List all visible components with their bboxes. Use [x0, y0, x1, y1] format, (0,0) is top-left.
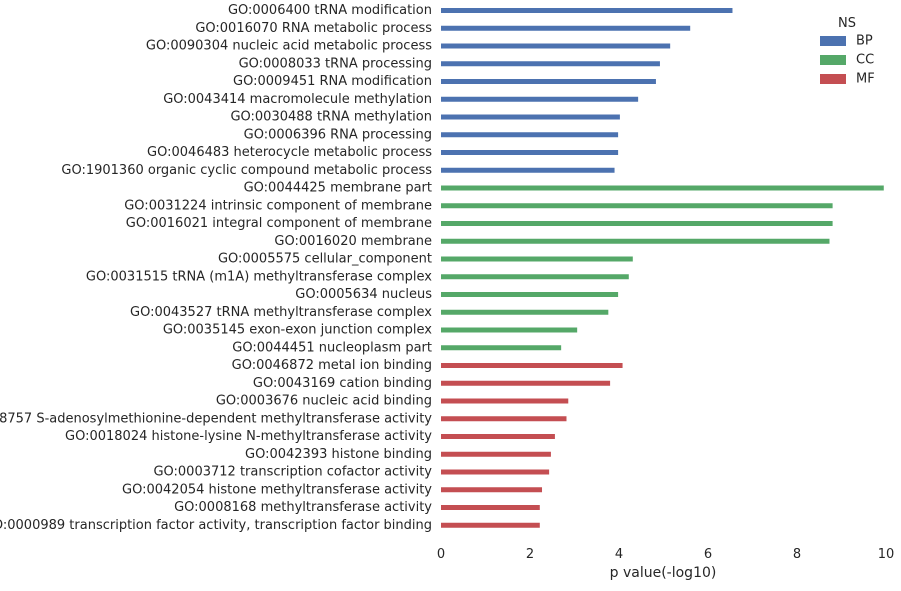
category-label: GO:0043169 cation binding [253, 376, 432, 391]
category-label: GO:0043414 macromolecule methylation [163, 92, 432, 107]
category-label: GO:0044451 nucleoplasm part [232, 340, 432, 355]
category-label: GO:0008033 tRNA processing [239, 56, 432, 71]
category-label: GO:0003712 transcription cofactor activi… [153, 465, 432, 480]
bar [441, 380, 611, 386]
bar [441, 185, 884, 191]
bar [441, 505, 540, 510]
x-tick-label: 10 [878, 547, 895, 562]
bars-layer [441, 8, 884, 528]
legend-label: CC [856, 53, 874, 68]
category-labels: GO:0006400 tRNA modification GO:0016070 R… [0, 3, 432, 533]
category-label: GO:0005575 cellular_component [218, 252, 432, 267]
x-tick-label: 0 [437, 547, 445, 562]
bar [441, 203, 833, 209]
category-label: GO:0030488 tRNA methylation [230, 110, 432, 125]
x-tick-label: 2 [526, 547, 534, 562]
bar [441, 96, 639, 102]
bar [441, 43, 671, 49]
x-tick-label: 6 [704, 547, 712, 562]
bar [441, 25, 691, 31]
category-label: GO:0005634 nucleus [295, 287, 432, 302]
category-label: GO:0008757 S-adenosylmethionine-dependen… [0, 411, 432, 426]
category-label: GO:0016070 RNA metabolic process [195, 21, 432, 36]
bar [441, 292, 619, 297]
legend-swatch [820, 55, 846, 65]
bar [441, 8, 733, 13]
bar [441, 451, 551, 457]
category-label: GO:0046872 metal ion binding [232, 358, 432, 373]
bar [441, 167, 615, 173]
category-label: GO:0031224 intrinsic component of membra… [124, 198, 432, 213]
category-label: GO:0008168 methyltransferase activity [174, 500, 432, 515]
category-label: GO:0000989 transcription factor activity… [0, 518, 432, 533]
bar [441, 221, 833, 226]
legend-title: NS [838, 16, 856, 31]
bar [441, 256, 633, 262]
bar [441, 345, 562, 351]
category-label: GO:1901360 organic cyclic compound metab… [61, 163, 432, 178]
bar [441, 132, 619, 138]
category-label: GO:0016020 membrane [274, 234, 432, 249]
bar [441, 522, 540, 528]
bar [441, 309, 609, 315]
category-label: GO:0046483 heterocycle metabolic process [147, 145, 432, 160]
bar [441, 416, 567, 422]
x-axis-ticks: 0 2 4 6 8 10 [437, 547, 894, 562]
bar [441, 79, 656, 84]
category-label: GO:0006400 tRNA modification [228, 3, 432, 18]
bar [441, 150, 619, 155]
category-label: GO:0042393 histone binding [245, 447, 432, 462]
bar [441, 487, 543, 493]
category-label: GO:0009451 RNA modification [233, 74, 432, 89]
bar [441, 469, 550, 475]
legend-label: MF [856, 72, 875, 87]
category-label: GO:0016021 integral component of membran… [126, 216, 432, 231]
bar [441, 434, 555, 439]
x-axis-label: p value(-log10) [610, 565, 717, 581]
bar [441, 274, 629, 280]
category-label: GO:0031515 tRNA (m1A) methyltransferase … [86, 269, 432, 284]
bar [441, 114, 620, 120]
legend-label: BP [856, 34, 873, 49]
category-label: GO:0090304 nucleic acid metabolic proces… [146, 39, 432, 54]
bar [441, 61, 660, 67]
legend-swatch [820, 36, 846, 46]
bar [441, 363, 623, 368]
legend: NS BP CC MF [820, 16, 875, 87]
category-label: GO:0043527 tRNA methyltransferase comple… [130, 305, 432, 320]
category-label: GO:0018024 histone-lysine N-methyltransf… [65, 429, 432, 444]
category-label: GO:0035145 exon-exon junction complex [163, 323, 432, 338]
category-label: GO:0044425 membrane part [244, 181, 432, 196]
bar [441, 327, 578, 333]
bar [441, 398, 569, 404]
legend-swatch [820, 74, 846, 84]
category-label: GO:0042054 histone methyltransferase act… [122, 482, 432, 497]
category-label: GO:0006396 RNA processing [244, 127, 432, 142]
category-label: GO:0003676 nucleic acid binding [216, 394, 432, 409]
x-tick-label: 4 [615, 547, 623, 562]
bar [441, 238, 830, 244]
x-tick-label: 8 [793, 547, 801, 562]
